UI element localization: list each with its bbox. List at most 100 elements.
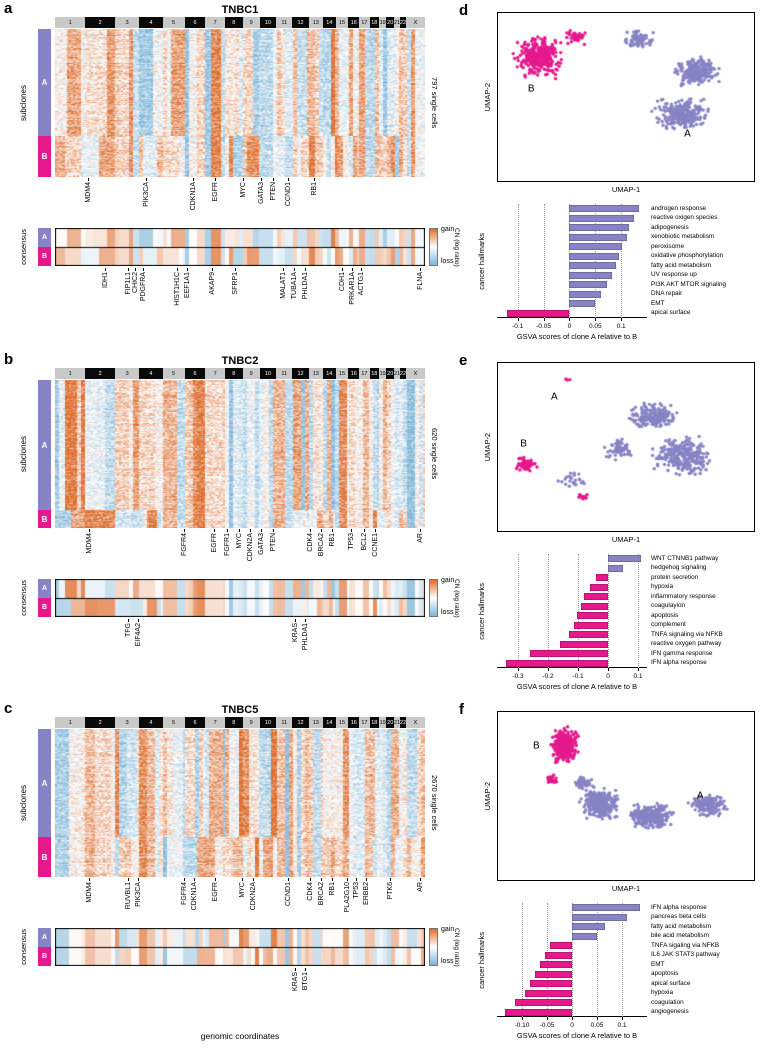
- gene-RB1: RB1: [309, 178, 320, 225]
- chromosome-label-X: X: [406, 17, 425, 28]
- hallmark-label: apical surface: [651, 979, 691, 987]
- gsva-bar: [608, 555, 641, 563]
- gene-SFRP1: SFRP1: [230, 268, 241, 326]
- gridline: [608, 554, 609, 668]
- chromosome-header: 1 2 3 4 5 6 7 8 9 10 11 12 13 14 15 16 17 18 19 20 21 22 X: [55, 717, 425, 728]
- gene-CCND1: CCND1: [283, 178, 294, 225]
- gene-label: BTG1: [302, 972, 310, 991]
- gene-tick: [314, 178, 315, 181]
- gsva-bar: [529, 980, 572, 988]
- hallmarks-axis-title: cancer hallmarks: [475, 903, 488, 1017]
- x-tick: [547, 1017, 548, 1020]
- gene-label: TUBA1A: [291, 272, 299, 300]
- gene-label: TP53: [353, 882, 361, 899]
- consensus-clone-A: A: [38, 928, 51, 947]
- chromosome-label-5: 5: [162, 717, 185, 728]
- umap2-label: UMAP-2: [483, 82, 492, 112]
- cluster-label-A: A: [684, 128, 691, 140]
- gsva-axis-title: GSVA scores of clone A relative to B: [516, 1031, 638, 1040]
- gene-label: BRCA2: [317, 533, 325, 557]
- gene-label: HIST1H1C: [174, 272, 182, 306]
- chromosome-label-15: 15: [335, 717, 349, 728]
- hallmark-label: IFN gamma response: [651, 649, 713, 657]
- gene-tick: [138, 878, 140, 881]
- sample-title: TNBC5: [221, 704, 259, 716]
- gene-tick: [242, 878, 244, 881]
- gene-label: BRCA2: [317, 882, 325, 906]
- gene-tick: [294, 619, 296, 622]
- gene-PHLDA1: PHLDA1: [300, 619, 311, 677]
- gene-tick: [183, 878, 185, 881]
- gridline: [518, 554, 519, 668]
- chromosome-label-18: 18: [369, 717, 380, 728]
- chromosome-header: 1 2 3 4 5 6 7 8 9 10 11 12 13 14 15 16 17 18 19 20 21 22 X: [55, 17, 425, 28]
- gene-tick: [187, 268, 189, 271]
- gene-tick: [89, 529, 91, 532]
- umap-scatter: [498, 363, 754, 531]
- chromosome-label-21: 21: [394, 368, 400, 379]
- gene-tick: [211, 268, 213, 271]
- hallmark-label: EMT: [651, 960, 665, 968]
- gene-label: CCND1: [285, 182, 293, 207]
- gene-PTK6: PTK6: [385, 878, 396, 925]
- colorbar-title: CN (log ratio): [453, 575, 464, 621]
- chromosome-label-3: 3: [115, 17, 140, 28]
- gene-PDGFRA: PDGFRA: [138, 268, 149, 326]
- consensus-axis-title: consensus: [17, 579, 30, 617]
- panel-c: c TNBC5 1 2 3 4 5 6 7 8 9 10 11 12 13 14 15 16 17 18 19 20 2…: [0, 700, 460, 1050]
- gsva-bar: [569, 252, 619, 260]
- cluster-label-A: A: [696, 790, 704, 802]
- gene-label: RB1: [328, 533, 336, 547]
- chromosome-label-10: 10: [259, 717, 277, 728]
- gene-PRKAR1A: PRKAR1A: [347, 268, 358, 326]
- gsva-bar: [572, 913, 627, 921]
- gsva-bar: [514, 999, 572, 1007]
- gsva-bar: [539, 961, 572, 969]
- gene-BRCA2: BRCA2: [316, 529, 327, 576]
- umap2-axis-title: UMAP-2: [481, 711, 494, 881]
- gene-tick: [305, 968, 307, 971]
- loss-label: loss: [441, 958, 454, 965]
- gene-tick: [374, 529, 376, 532]
- gene-tick: [138, 619, 140, 622]
- umap1-axis-title: UMAP-1: [611, 535, 641, 544]
- gene-FIP1L1: FIP1L1: [123, 268, 134, 326]
- chromosome-label-15: 15: [335, 17, 349, 28]
- hallmark-label: peroxisome: [651, 242, 685, 250]
- gene-MYC: MYC: [234, 529, 245, 576]
- consensus-heatmap: [55, 228, 425, 266]
- chromosome-label-20: 20: [386, 17, 395, 28]
- hallmark-label: adipogenesis: [651, 223, 689, 231]
- gene-EGFR: EGFR: [209, 529, 220, 576]
- gene-RB1: RB1: [327, 529, 338, 576]
- x-tick: [621, 318, 623, 321]
- gene-tick: [135, 268, 137, 271]
- umap2-label: UMAP-2: [483, 432, 492, 462]
- gsva-bar: [544, 951, 572, 959]
- gene-ACTG1: ACTG1: [356, 268, 367, 326]
- gene-label: CDKN1A: [191, 882, 199, 911]
- cancer-hallmarks-label: cancer hallmarks: [477, 232, 486, 290]
- chromosome-label-2: 2: [85, 368, 116, 379]
- gsva-bar: [569, 262, 616, 270]
- hallmark-label: angiogenesis: [651, 1008, 689, 1016]
- loss-label: loss: [441, 609, 454, 616]
- chromosome-label-9: 9: [242, 17, 260, 28]
- gene-PTEN: PTEN: [268, 529, 279, 576]
- gene-TUBA1A: TUBA1A: [289, 268, 300, 326]
- chromosome-label-22: 22: [399, 368, 406, 379]
- cell-count-label: 2670 single cells: [430, 775, 439, 831]
- gene-tick: [127, 878, 129, 881]
- hallmark-label: fatty acid metabolism: [651, 261, 712, 269]
- chromosome-label-13: 13: [308, 17, 323, 28]
- gene-label: TFG: [124, 623, 132, 637]
- cluster-label-B: B: [533, 740, 540, 752]
- gene-tick: [127, 268, 129, 271]
- chromosome-label-14: 14: [322, 368, 336, 379]
- gridline: [548, 554, 549, 668]
- panel-b: b TNBC2 1 2 3 4 5 6 7 8 9 10 11 12 13 14 15 16 17 18 19 20 2…: [0, 351, 460, 701]
